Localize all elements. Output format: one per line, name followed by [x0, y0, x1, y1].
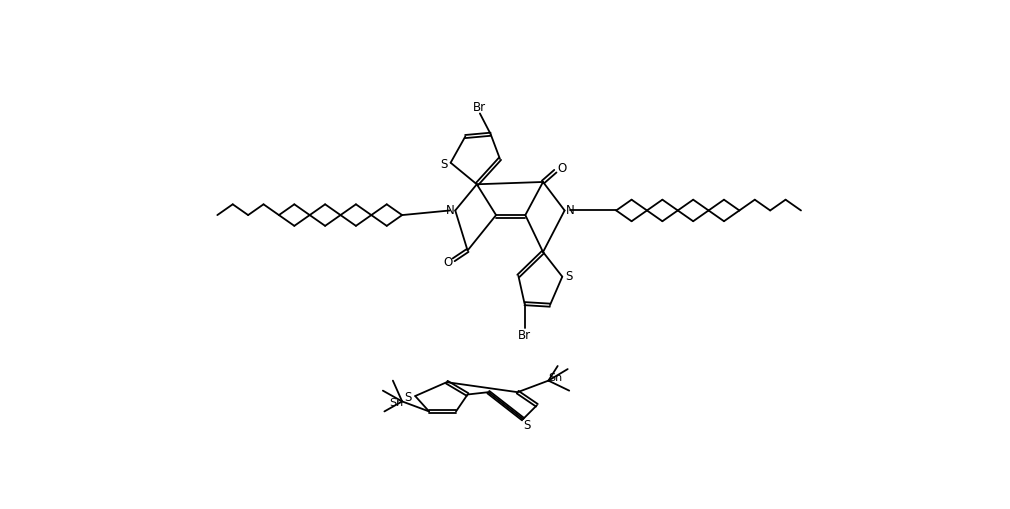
Text: Sn: Sn [389, 398, 403, 408]
Text: Br: Br [474, 101, 487, 114]
Text: Sn: Sn [548, 373, 563, 383]
Text: S: S [566, 270, 573, 283]
Text: N: N [445, 204, 455, 217]
Text: S: S [405, 391, 412, 404]
Text: N: N [566, 204, 575, 217]
Text: S: S [440, 158, 447, 171]
Text: O: O [443, 257, 452, 269]
Text: O: O [557, 162, 567, 175]
Text: S: S [523, 419, 530, 432]
Text: Br: Br [518, 329, 531, 342]
